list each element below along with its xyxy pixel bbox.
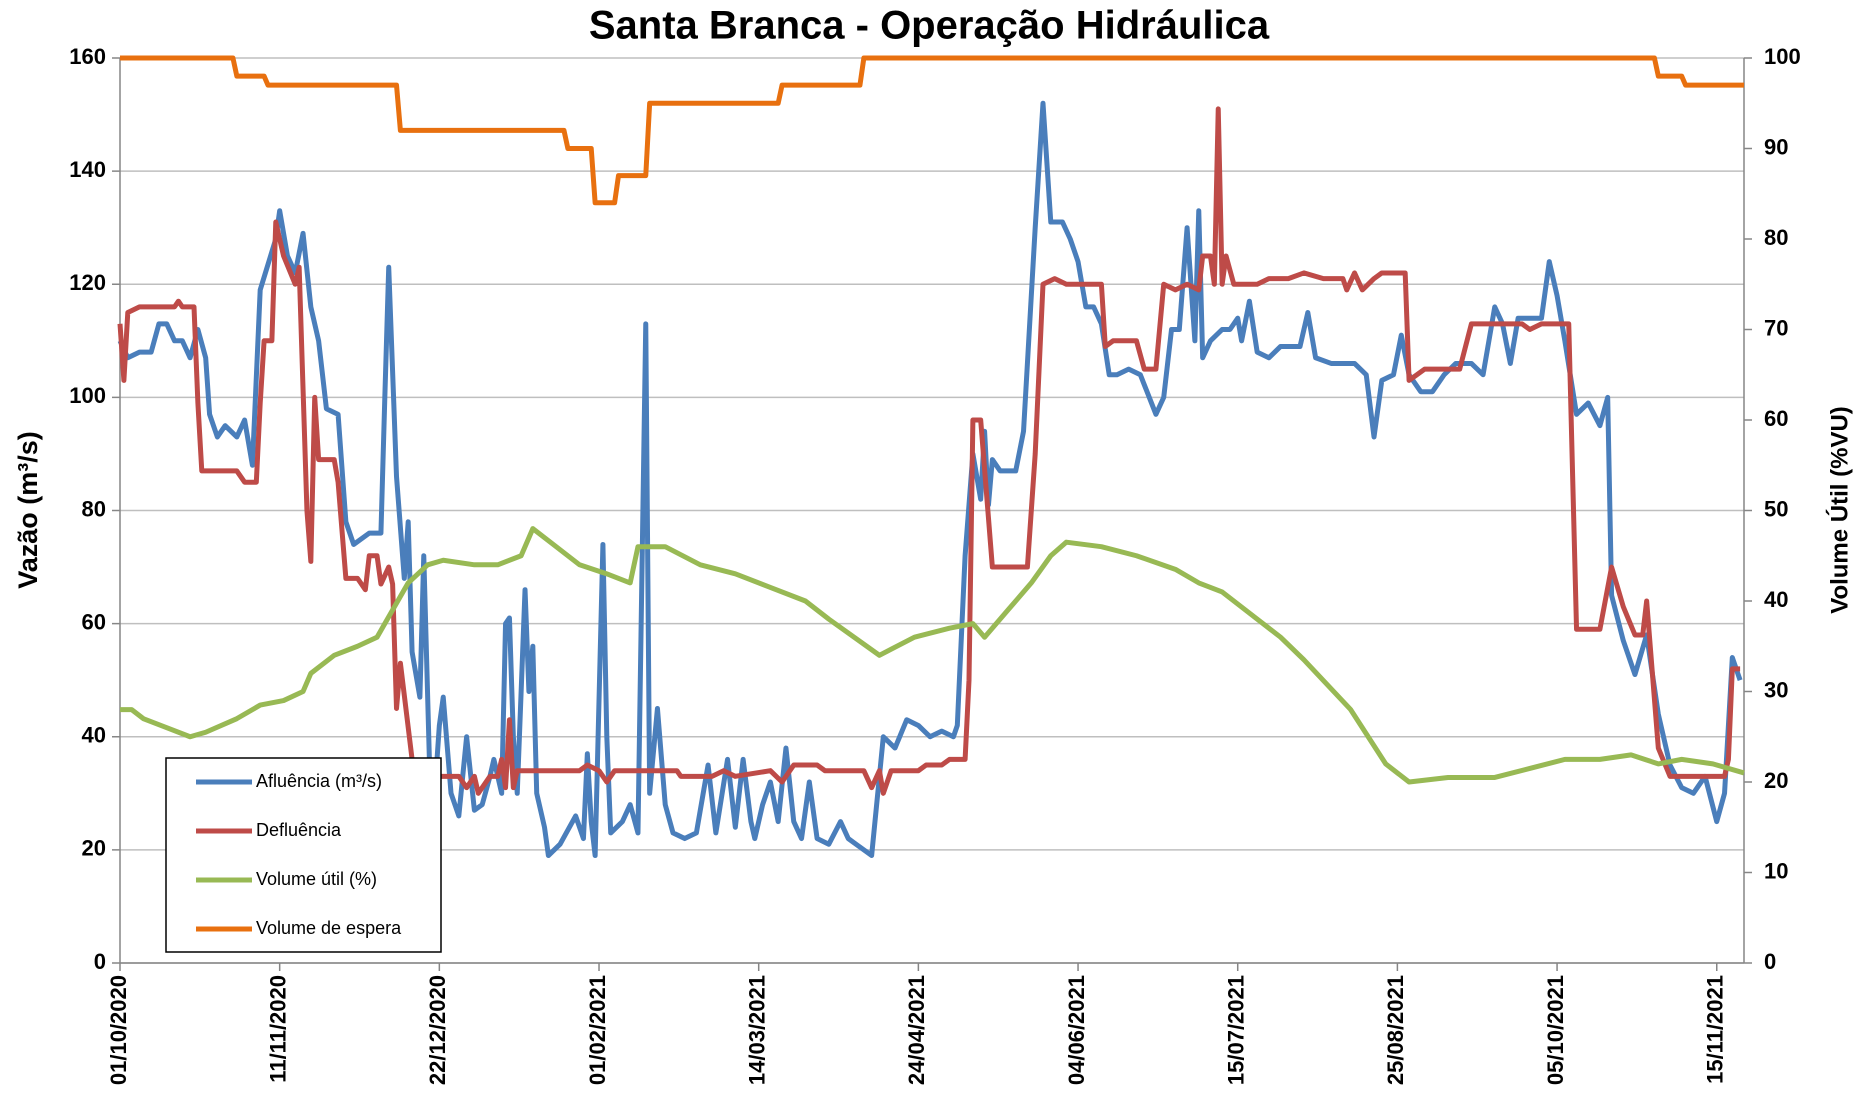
x-tick-label: 05/10/2021 [1543,975,1568,1085]
x-tick-label: 01/02/2021 [585,975,610,1085]
y-tick-label: 40 [82,723,106,748]
y-tick-label: 140 [69,157,106,182]
series-line [117,106,1741,796]
y-axis-label: Vazão (m³/s) [13,431,43,589]
legend-label: Afluência (m³/s) [256,771,382,791]
y2-tick-label: 20 [1764,768,1788,793]
legend-label: Volume útil (%) [256,869,377,889]
y-tick-label: 160 [69,44,106,69]
legend-label: Volume de espera [256,918,402,938]
x-tick-label: 15/07/2021 [1224,975,1249,1085]
x-tick-label: 25/08/2021 [1383,975,1408,1085]
y2-tick-label: 90 [1764,134,1788,159]
y2-tick-label: 10 [1764,858,1788,883]
y2-tick-label: 70 [1764,315,1788,340]
y-tick-label: 80 [82,496,106,521]
series-line [117,100,1743,859]
x-tick-label: 01/10/2020 [106,975,131,1085]
x-tick-label: 14/03/2021 [745,975,770,1085]
legend-label: Defluência [256,820,342,840]
y2-tick-label: 30 [1764,677,1788,702]
y2-tick-label: 60 [1764,406,1788,431]
y-tick-label: 60 [82,609,106,634]
legend-box [165,757,442,953]
y2-tick-label: 0 [1764,949,1776,974]
y-tick-label: 120 [69,270,106,295]
series-line [120,526,1745,785]
series-line [120,55,1744,206]
x-tick-label: 22/12/2020 [425,975,450,1085]
y-tick-label: 0 [94,949,106,974]
x-tick-label: 04/06/2021 [1064,975,1089,1085]
y2-tick-label: 40 [1764,587,1788,612]
y2-tick-label: 50 [1764,496,1788,521]
x-tick-label: 11/11/2020 [265,975,290,1083]
y2-axis-label: Volume Útil (%VU) [1825,406,1853,614]
y2-tick-label: 100 [1764,44,1801,69]
x-tick-label: 15/11/2021 [1703,975,1728,1084]
y-tick-label: 20 [82,836,106,861]
chart-title: Santa Branca - Operação Hidráulica [589,4,1270,48]
x-tick-label: 24/04/2021 [904,975,929,1085]
y2-tick-label: 80 [1764,225,1788,250]
y-tick-label: 100 [69,383,106,408]
